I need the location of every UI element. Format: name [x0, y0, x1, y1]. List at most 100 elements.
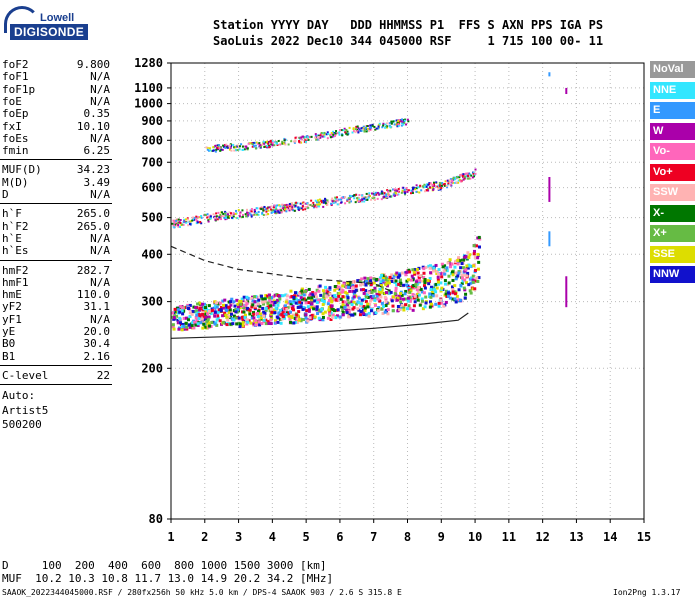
chart-point [424, 301, 428, 305]
chart-point [227, 314, 231, 318]
chart-point [271, 141, 274, 144]
chart-point [283, 139, 286, 142]
chart-point [379, 290, 383, 294]
chart-point [365, 130, 368, 133]
chart-point [476, 236, 480, 240]
chart-point [347, 306, 351, 310]
chart-point [194, 306, 198, 310]
chart-point [413, 300, 417, 304]
chart-point [445, 184, 448, 187]
legend-w: W [650, 122, 695, 140]
chart-point [341, 289, 345, 293]
chart-point [317, 203, 320, 206]
chart-point [234, 212, 237, 215]
chart-point [380, 190, 383, 193]
param-row-mufd: MUF(D) 34.23 [2, 164, 110, 176]
chart-point [375, 295, 379, 299]
chart-point [393, 292, 397, 296]
chart-point [246, 214, 249, 217]
chart-point [404, 273, 408, 277]
chart-point [190, 312, 194, 316]
chart-axis-ticks: 1 2 3 4 5 6 7 8 9 10 11 12 13 14 158020030040050060070… [134, 56, 651, 544]
chart-point [336, 291, 340, 295]
chart-point [324, 197, 327, 200]
chart-point [174, 223, 177, 226]
chart-point [271, 140, 274, 143]
chart-point [270, 310, 274, 314]
chart-point [327, 305, 331, 309]
chart-point [296, 302, 300, 306]
chart-point [432, 286, 436, 290]
chart-point [238, 148, 241, 151]
chart-point [459, 266, 463, 270]
chart-point [410, 274, 414, 278]
chart-point [223, 145, 226, 148]
chart-point [368, 195, 371, 198]
chart-point [310, 299, 314, 303]
chart-point [235, 148, 238, 151]
chart-point [270, 141, 273, 144]
chart-point [306, 202, 309, 205]
chart-point [364, 300, 368, 304]
chart-point [206, 148, 209, 151]
chart-point [276, 143, 279, 146]
chart-point [404, 289, 408, 293]
chart-point [285, 307, 289, 311]
chart-point [336, 132, 339, 135]
chart-point [267, 141, 270, 144]
chart-point [437, 301, 441, 305]
chart-point [378, 276, 382, 280]
chart-point [398, 120, 401, 123]
chart-point [284, 311, 288, 315]
chart-point [425, 184, 428, 187]
chart-point [254, 304, 258, 308]
chart-point [454, 260, 458, 264]
chart-point [363, 306, 367, 310]
chart-point [323, 133, 326, 136]
chart-point [385, 195, 388, 198]
x-tick-label: 11 [502, 530, 516, 544]
chart-point [171, 325, 175, 329]
chart-point [267, 213, 270, 216]
chart-point [340, 129, 343, 132]
chart-point [224, 218, 227, 221]
chart-point [444, 289, 448, 293]
chart-point [281, 294, 285, 298]
chart-point [384, 283, 388, 287]
chart-point [216, 316, 220, 320]
chart-point [299, 305, 303, 309]
chart-point [206, 312, 210, 316]
logo-digisonde-text: DIGISONDE [10, 24, 89, 40]
chart-point [458, 259, 462, 263]
chart-point [335, 197, 338, 200]
chart-point [455, 294, 459, 298]
chart-point [359, 302, 363, 306]
chart-point [322, 205, 325, 208]
chart-point [202, 302, 206, 306]
chart-point [465, 172, 468, 175]
chart-point [227, 305, 231, 309]
chart-point [333, 285, 337, 289]
chart-point [396, 125, 399, 128]
chart-point [256, 213, 259, 216]
chart-point [360, 198, 363, 201]
chart-point [222, 320, 226, 324]
chart-point [373, 303, 377, 307]
chart-point [355, 125, 358, 128]
chart-point [457, 271, 461, 275]
chart-point [420, 290, 424, 294]
x-tick-label: 12 [535, 530, 549, 544]
x-tick-label: 4 [269, 530, 276, 544]
chart-point [399, 291, 403, 295]
chart-point [273, 301, 277, 305]
chart-point [252, 295, 256, 299]
chart-point [306, 305, 310, 309]
chart-point [417, 280, 421, 284]
chart-point [174, 310, 178, 314]
chart-point [392, 295, 396, 299]
chart-point [418, 274, 422, 278]
chart-point [468, 264, 472, 268]
chart-point [454, 300, 458, 304]
chart-curves [170, 245, 469, 339]
chart-point [348, 126, 351, 129]
